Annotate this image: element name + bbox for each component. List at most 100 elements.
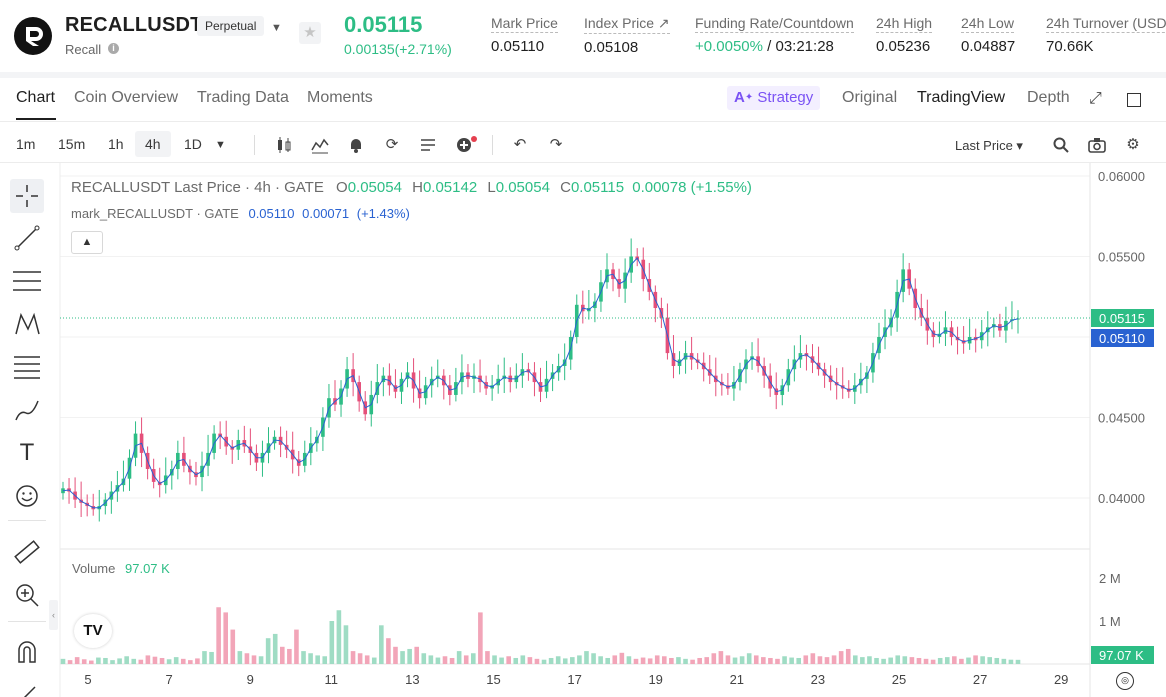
volume-bar (407, 648, 412, 664)
add-plus-icon[interactable] (455, 136, 477, 154)
trend-line-tool-icon[interactable] (10, 221, 44, 255)
ai-icon: A (734, 89, 745, 106)
brush-tool-icon[interactable] (10, 393, 44, 427)
tradingview-logo-icon[interactable]: TV (74, 614, 112, 648)
horizontal-lines-tool-icon[interactable] (10, 264, 44, 298)
tab-original[interactable]: Original (842, 89, 898, 106)
text-tool-icon[interactable]: T (19, 439, 35, 466)
tab-trading-data[interactable]: Trading Data (197, 89, 289, 106)
volume-bar (301, 651, 306, 664)
fullscreen-icon[interactable] (1127, 93, 1141, 107)
zoom-in-tool-icon[interactable] (10, 578, 44, 612)
volume-bar (612, 655, 618, 664)
redo-icon[interactable]: ↷ (549, 136, 563, 153)
time-tick-label: 23 (811, 672, 825, 687)
mark-price-tag-label: 0.05110 (1099, 331, 1145, 346)
timeframe-1h[interactable]: 1h (108, 136, 124, 152)
tool-separator (8, 621, 46, 622)
emoji-tool-icon[interactable] (10, 479, 44, 513)
timeframe-dropdown-icon[interactable]: ▼ (215, 139, 226, 151)
tab-chart[interactable]: Chart (16, 89, 56, 106)
volume-bar (499, 657, 504, 664)
replay-icon[interactable]: ⟳ (385, 136, 399, 153)
camera-icon[interactable] (1088, 136, 1106, 154)
volume-bar (117, 658, 122, 664)
volume-bar (732, 657, 738, 664)
volume-bar (824, 657, 830, 664)
volume-bar (768, 657, 773, 664)
volume-bar (96, 657, 101, 664)
tab-moments[interactable]: Moments (307, 89, 373, 106)
pattern-tool-icon[interactable] (10, 307, 44, 341)
volume-bar (152, 656, 158, 664)
crosshair-tool-icon[interactable] (10, 179, 44, 213)
last-price-tag-label: 0.05115 (1099, 311, 1145, 326)
volume-bar (428, 655, 434, 664)
timeframe-4h[interactable]: 4h (145, 136, 161, 152)
candle-type-icon[interactable] (275, 136, 293, 154)
volume-bar (704, 657, 710, 664)
timeframe-15m[interactable]: 15m (58, 136, 86, 152)
volume-bar (697, 657, 702, 664)
volume-bar (916, 657, 922, 664)
tab-depth[interactable]: Depth (1027, 89, 1070, 106)
stat-funding-rate: Funding Rate/Countdown +0.0050% / 03:21:… (695, 15, 854, 55)
gear-icon[interactable]: ⚙ (1126, 136, 1140, 153)
pair-name[interactable]: RECALLUSDT (65, 14, 203, 36)
volume-bar (598, 656, 603, 664)
volume-bar (449, 657, 455, 664)
collapse-legend-button[interactable]: ▲ (71, 231, 103, 254)
volume-bar (265, 638, 271, 664)
search-icon[interactable] (1052, 136, 1070, 154)
fibonacci-tool-icon[interactable] (10, 350, 44, 384)
volume-bar (909, 657, 915, 664)
volume-bar (237, 651, 243, 664)
volume-bar (661, 656, 667, 664)
undo-icon[interactable]: ↶ (513, 136, 527, 153)
info-icon[interactable]: i (108, 43, 119, 54)
timeframe-1d[interactable]: 1D (184, 136, 202, 152)
timeframe-1m[interactable]: 1m (16, 136, 36, 152)
volume-bar (789, 657, 794, 664)
time-tick-label: 19 (648, 672, 662, 687)
pencil-tool-icon[interactable] (10, 678, 44, 697)
volume-bar (930, 659, 936, 664)
volume-bar (272, 633, 278, 664)
volume-bar (633, 658, 639, 664)
volume-bar (570, 657, 575, 664)
expand-icon[interactable]: ⤢ (1089, 90, 1102, 107)
volume-bar (555, 656, 561, 664)
volume-bar (803, 655, 809, 664)
volume-bar (386, 638, 391, 664)
tab-coin-overview[interactable]: Coin Overview (74, 89, 179, 106)
volume-bar (775, 658, 780, 664)
volume-bar (244, 653, 250, 664)
volume-bar (74, 657, 80, 664)
volume-bar (973, 655, 978, 664)
volume-bar (400, 651, 405, 664)
indicators-icon[interactable] (311, 136, 329, 154)
magnet-tool-icon[interactable] (10, 636, 44, 670)
strategy-button[interactable]: A✦ Strategy (727, 86, 821, 110)
volume-bar (952, 656, 957, 664)
alert-bell-icon[interactable] (347, 136, 365, 154)
chart-settings-icon[interactable]: ◎ (1116, 672, 1134, 690)
favorite-star-icon[interactable]: ★ (299, 22, 321, 44)
stat-24h-high: 24h High 0.05236 (876, 15, 933, 55)
volume-bar (676, 657, 681, 664)
ruler-tool-icon[interactable] (10, 535, 44, 569)
volume-bar (937, 657, 943, 664)
volume-bar (520, 655, 526, 664)
volume-bar (364, 655, 370, 664)
mark-price-tag (1091, 329, 1154, 347)
coin-sub-name: Recall (65, 42, 102, 57)
pair-dropdown-chevron-icon[interactable]: ▼ (271, 22, 282, 34)
mark-price-line (62, 257, 1019, 509)
templates-icon[interactable] (419, 136, 437, 154)
toolbar-collapse-handle[interactable]: ‹ (49, 600, 58, 630)
price-type-select[interactable]: Last Price ▾ (955, 138, 1023, 153)
stat-index-price[interactable]: Index Price ↗ 0.05108 (584, 15, 670, 56)
tab-tradingview[interactable]: TradingView (917, 89, 1006, 106)
coin-logo-icon (14, 17, 52, 55)
